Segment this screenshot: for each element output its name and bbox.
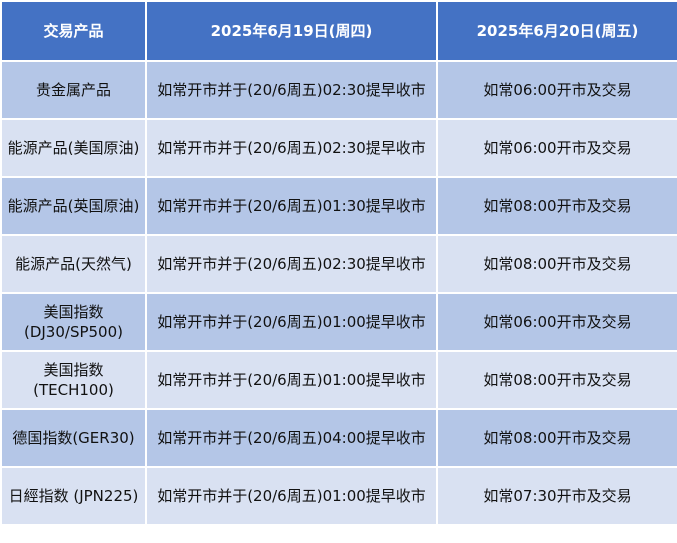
table-row: 贵金属产品 如常开市并于(20/6周五)02:30提早收市 如常06:00开市及交易 <box>0 60 677 120</box>
product-cell: 美国指数(TECH100) <box>0 350 147 410</box>
table-row: 能源产品(美国原油) 如常开市并于(20/6周五)02:30提早收市 如常06:00… <box>0 118 677 178</box>
date-1-cell: 如常开市并于(20/6周五)01:00提早收市 <box>145 466 438 526</box>
date-2-cell: 如常08:00开市及交易 <box>436 234 677 294</box>
header-date-1: 2025年6月19日(周四) <box>145 0 438 62</box>
date-2-cell: 如常08:00开市及交易 <box>436 350 677 410</box>
date-2-cell: 如常07:30开市及交易 <box>436 466 677 526</box>
header-row: 交易产品 2025年6月19日(周四) 2025年6月20日(周五) <box>0 0 677 62</box>
product-cell: 贵金属产品 <box>0 60 147 120</box>
date-2-cell: 如常08:00开市及交易 <box>436 176 677 236</box>
table-row: 日經指数 (JPN225) 如常开市并于(20/6周五)01:00提早收市 如常07… <box>0 466 677 526</box>
product-cell: 能源产品(英国原油) <box>0 176 147 236</box>
product-cell: 能源产品(天然气) <box>0 234 147 294</box>
date-1-cell: 如常开市并于(20/6周五)02:30提早收市 <box>145 234 438 294</box>
date-2-cell: 如常06:00开市及交易 <box>436 292 677 352</box>
product-cell: 美国指数(DJ30/SP500) <box>0 292 147 352</box>
table-row: 美国指数(DJ30/SP500) 如常开市并于(20/6周五)01:00提早收市如… <box>0 292 677 352</box>
date-1-cell: 如常开市并于(20/6周五)02:30提早收市 <box>145 118 438 178</box>
product-cell: 德国指数(GER30) <box>0 408 147 468</box>
date-1-cell: 如常开市并于(20/6周五)02:30提早收市 <box>145 60 438 120</box>
date-1-cell: 如常开市并于(20/6周五)01:00提早收市 <box>145 350 438 410</box>
date-1-cell: 如常开市并于(20/6周五)01:00提早收市 <box>145 292 438 352</box>
date-2-cell: 如常08:00开市及交易 <box>436 408 677 468</box>
header-product: 交易产品 <box>0 0 147 62</box>
product-cell: 日經指数 (JPN225) <box>0 466 147 526</box>
date-1-cell: 如常开市并于(20/6周五)01:30提早收市 <box>145 176 438 236</box>
table-row: 能源产品(英国原油) 如常开市并于(20/6周五)01:30提早收市 如常08:00… <box>0 176 677 236</box>
header-date-2: 2025年6月20日(周五) <box>436 0 677 62</box>
date-1-cell: 如常开市并于(20/6周五)04:00提早收市 <box>145 408 438 468</box>
date-2-cell: 如常06:00开市及交易 <box>436 60 677 120</box>
table-row: 美国指数(TECH100) 如常开市并于(20/6周五)01:00提早收市 如常08… <box>0 350 677 410</box>
product-cell: 能源产品(美国原油) <box>0 118 147 178</box>
date-2-cell: 如常06:00开市及交易 <box>436 118 677 178</box>
table-row: 德国指数(GER30) 如常开市并于(20/6周五)04:00提早收市 如常08:0… <box>0 408 677 468</box>
table-row: 能源产品(天然气) 如常开市并于(20/6周五)02:30提早收市 如常08:00开… <box>0 234 677 294</box>
trading-schedule-table: 交易产品 2025年6月19日(周四) 2025年6月20日(周五) 贵金属产品… <box>0 0 677 526</box>
